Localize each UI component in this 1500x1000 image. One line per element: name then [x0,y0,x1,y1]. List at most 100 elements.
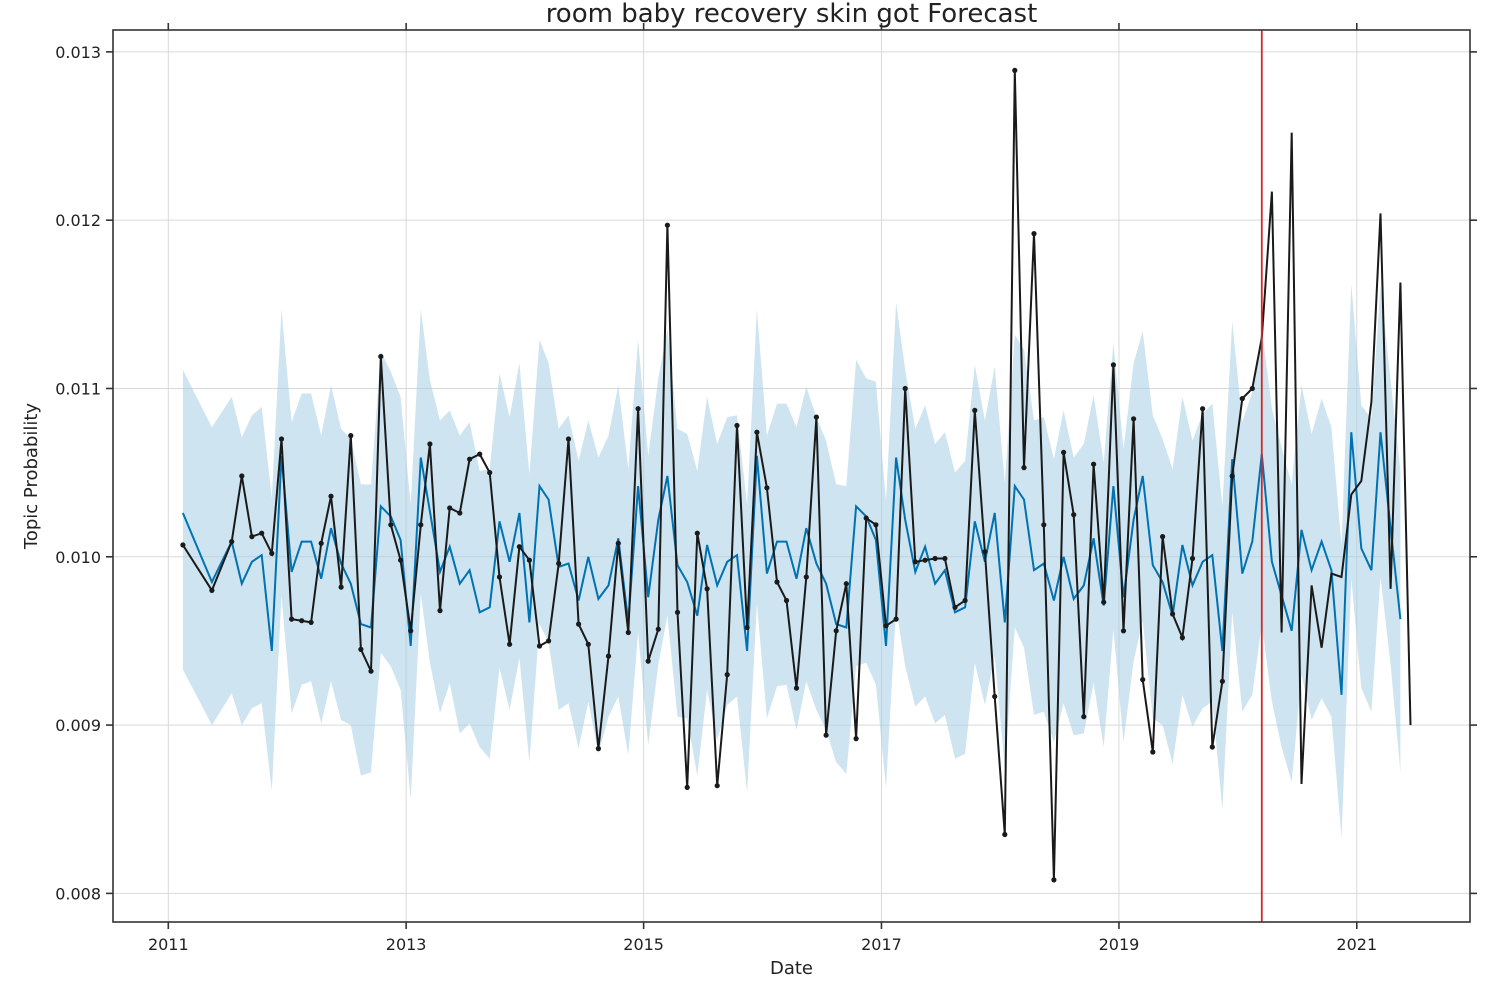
actual-point [585,641,591,647]
actual-point [863,515,869,521]
actual-point [1239,396,1245,402]
actual-point [1051,877,1057,883]
actual-point [595,746,602,752]
actual-point [507,641,513,647]
actual-point [180,542,186,548]
actual-point [704,586,710,592]
actual-point [932,555,938,562]
actual-point [348,433,354,439]
actual-point [1160,534,1166,540]
actual-point [1012,67,1018,73]
x-tick-label: 2019 [1099,935,1140,954]
actual-point [615,540,621,546]
actual-point [1031,231,1037,237]
actual-point [477,451,483,457]
actual-point [823,732,829,738]
actual-point [437,608,443,614]
actual-point [724,672,730,678]
actual-point [249,534,255,540]
actual-point [408,628,414,634]
actual-point [694,530,700,536]
actual-point [496,574,503,580]
actual-point [1150,749,1156,755]
actual-point [754,429,760,435]
actual-point [793,685,800,691]
actual-point [388,522,394,528]
x-axis-label: Date [770,958,813,979]
actual-point [1131,416,1137,422]
x-tick-label: 2011 [148,935,189,954]
actual-point [368,668,374,674]
actual-point [427,441,433,447]
series-lines [181,70,1412,880]
actual-point [516,544,523,550]
actual-point [457,510,463,516]
actual-point [1021,465,1027,471]
actual-point [902,385,908,392]
actual-line [182,70,1412,880]
actual-point [803,574,809,580]
actual-point [625,629,631,636]
actual-point [982,549,988,555]
actual-point [962,597,968,604]
actual-point [1219,678,1225,684]
actual-point [674,609,681,615]
actual-point [229,539,235,545]
y-tick-label: 0.012 [55,211,101,230]
actual-point [536,643,543,649]
y-tick-label: 0.009 [55,716,101,735]
axis-ticks: 2011 2013 2015 2017 2019 2021 0.008 0.009 0.010 0… [55,23,1477,954]
actual-point [1091,461,1097,467]
actual-point [1189,555,1196,562]
actual-point [1229,473,1235,479]
actual-points [180,67,1255,883]
actual-point [1170,611,1176,617]
actual-point [873,522,879,528]
actual-point [912,559,918,565]
y-tick-label: 0.013 [55,43,101,62]
actual-point [526,557,533,563]
actual-point [664,222,671,228]
actual-point [1101,599,1107,605]
plot-frame [112,29,1471,923]
y-axis-label: Topic Probability [21,403,42,550]
actual-point [972,407,978,413]
actual-point [1110,362,1116,368]
actual-point [447,505,453,511]
actual-point [605,653,612,659]
actual-point [318,540,324,546]
actual-point [813,414,820,420]
actual-point [714,783,720,789]
y-tick-label: 0.008 [55,884,101,903]
chart-title: room baby recovery skin got Forecast [546,0,1038,29]
actual-point [358,646,364,653]
actual-point [1061,449,1067,455]
actual-point [1140,677,1146,683]
actual-point [1120,628,1127,634]
actual-point [734,422,740,429]
x-tick-label: 2015 [623,935,664,954]
actual-point [565,436,572,442]
actual-point [922,557,928,563]
x-tick-label: 2013 [386,935,427,954]
actual-point [1179,635,1185,641]
actual-point [1041,522,1047,528]
actual-point [1002,831,1008,838]
actual-point [1200,406,1206,412]
actual-point [1249,385,1255,392]
actual-point [269,550,275,557]
actual-point [764,485,770,491]
actual-point [952,604,958,610]
actual-point [1209,744,1215,750]
y-tick-label: 0.011 [55,379,101,398]
actual-point [576,621,582,627]
actual-point [645,658,651,664]
actual-point [239,473,245,479]
actual-point [328,493,334,499]
actual-point [308,619,314,626]
actual-point [259,530,265,536]
actual-point [418,522,424,528]
x-tick-label: 2017 [861,935,902,954]
actual-point [774,579,780,585]
actual-point [833,628,839,634]
